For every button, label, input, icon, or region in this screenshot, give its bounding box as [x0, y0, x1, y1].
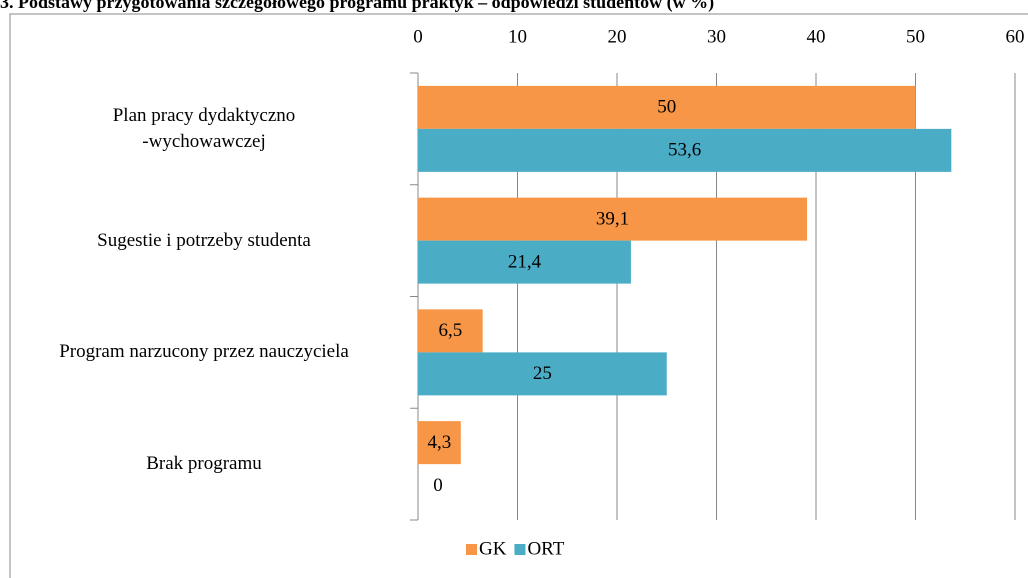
data-label: 25	[533, 363, 552, 384]
data-label: 39,1	[596, 208, 629, 229]
x-tick-label: 10	[508, 26, 527, 47]
y-tick-label: Sugestie i potrzeby studenta	[97, 229, 311, 251]
bar	[418, 197, 808, 241]
data-label: 0	[433, 475, 443, 496]
y-tick-label: Brak programu	[146, 453, 262, 475]
bar	[418, 352, 667, 396]
data-label: 50	[657, 97, 676, 118]
chart-frame	[9, 13, 1028, 578]
legend-label: ORT	[527, 538, 564, 559]
data-label: 53,6	[668, 140, 701, 161]
y-tick-label: Program narzucony przez nauczyciela	[59, 341, 349, 363]
data-label: 21,4	[508, 251, 542, 272]
data-label: 4,3	[428, 432, 452, 453]
chart-title: 3. Podstawy przygotowania szczegółowego …	[0, 0, 714, 13]
x-tick-label: 30	[707, 26, 726, 47]
legend-swatch	[514, 544, 526, 555]
x-tick-label: 50	[906, 26, 925, 47]
legend-swatch	[466, 544, 477, 555]
bar	[418, 240, 631, 284]
x-tick-label: 20	[608, 26, 627, 47]
data-label: 6,5	[438, 320, 462, 341]
y-tick-label: Plan pracy dydaktyczno -wychowawczej	[112, 104, 296, 152]
bar	[418, 128, 952, 172]
bar	[418, 309, 483, 353]
bar	[418, 421, 461, 465]
x-tick-label: 40	[807, 26, 826, 47]
x-tick-label: 0	[413, 26, 423, 47]
legend-label: GK	[479, 538, 507, 559]
bar	[418, 85, 916, 129]
x-tick-label: 60	[1006, 26, 1025, 47]
